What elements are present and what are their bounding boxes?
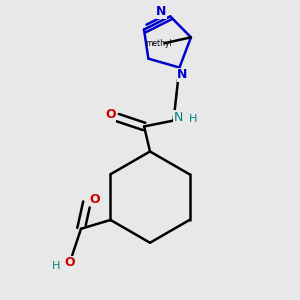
Text: N: N [156,5,167,18]
Text: O: O [105,108,116,121]
Text: H: H [188,114,197,124]
Text: N: N [177,68,188,81]
Text: O: O [89,193,100,206]
Text: O: O [64,256,75,269]
Text: N: N [173,111,183,124]
Text: H: H [52,261,60,271]
Text: methyl: methyl [145,39,172,48]
